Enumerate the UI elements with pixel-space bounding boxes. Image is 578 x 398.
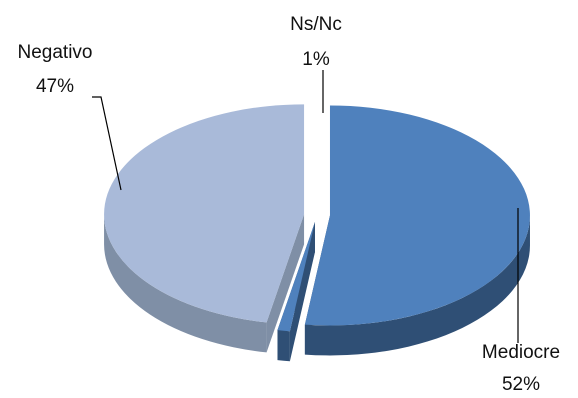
slice-name-negativo: Negativo <box>18 42 93 63</box>
slice-side-mediocre <box>304 215 530 356</box>
slice-name-ns-nc: Ns/Nc <box>290 14 342 35</box>
slice-side-ns-nc <box>277 330 290 362</box>
slice-mediocre <box>304 105 530 326</box>
leader-negativo <box>92 96 122 191</box>
slice-edge-ns-nc-0 <box>289 222 315 362</box>
slice-value-negativo: 47% <box>36 76 74 97</box>
leader-lines <box>92 70 519 343</box>
slice-negativo <box>104 104 305 323</box>
slice-side-negativo <box>104 214 267 353</box>
slice-edge-negativo-0 <box>266 214 305 353</box>
slice-value-mediocre: 52% <box>502 374 540 395</box>
slice-value-ns-nc: 1% <box>302 49 330 70</box>
slice-name-mediocre: Mediocre <box>482 342 560 363</box>
pie-tops <box>104 104 530 332</box>
slice-ns-nc <box>277 222 315 332</box>
